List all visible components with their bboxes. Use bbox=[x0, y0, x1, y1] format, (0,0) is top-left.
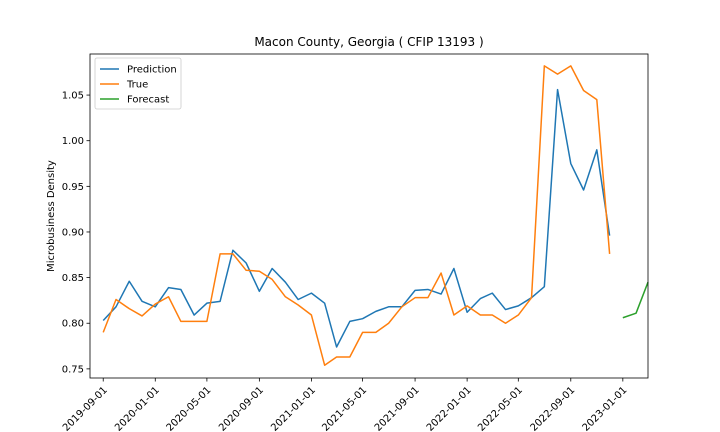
series-line-prediction bbox=[102, 88, 611, 348]
y-tick-label: 0.75 bbox=[62, 364, 84, 375]
y-axis: 0.75 0.80 0.85 0.90 0.95 1.00 1.05 bbox=[62, 91, 90, 375]
plot-frame bbox=[89, 53, 649, 379]
y-tick-label: 0.95 bbox=[62, 182, 84, 193]
y-axis-title: Microbusiness Density bbox=[46, 160, 57, 272]
y-tick-label: 1.05 bbox=[62, 91, 84, 102]
y-tick-label: 0.80 bbox=[62, 319, 84, 330]
legend-label-forecast: Forecast bbox=[127, 95, 169, 106]
legend-label-true: True bbox=[126, 80, 148, 91]
series-line-forecast bbox=[622, 281, 649, 319]
chart-title: Macon County, Georgia ( CFIP 13193 ) bbox=[254, 35, 483, 49]
series-line-true bbox=[102, 65, 611, 366]
plot-lines bbox=[102, 65, 649, 366]
y-tick-label: 0.85 bbox=[62, 273, 84, 284]
legend: Prediction True Forecast bbox=[94, 57, 182, 110]
y-tick-label: 0.90 bbox=[62, 227, 84, 238]
legend-label-prediction: Prediction bbox=[127, 65, 177, 76]
y-tick-label: 1.00 bbox=[62, 136, 84, 147]
legend-box bbox=[94, 57, 182, 110]
